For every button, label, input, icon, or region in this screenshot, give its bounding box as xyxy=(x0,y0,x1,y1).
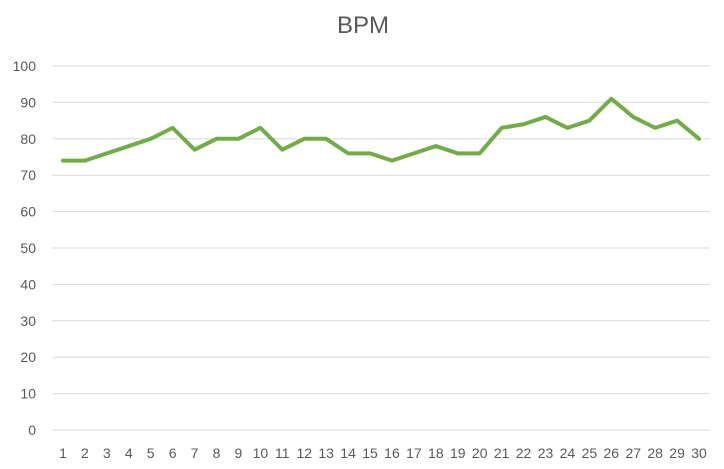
x-axis-tick-labels: 1 2 3 4 5 6 7 8 9 10 11 12 13 14 15 16 17 18 19 20 21 22 23 24 2… xyxy=(59,445,707,461)
x-tick-label: 23 xyxy=(538,445,554,461)
y-tick-label: 100 xyxy=(13,58,37,74)
series-line-1 xyxy=(60,96,702,163)
x-tick-label: 21 xyxy=(494,445,510,461)
x-tick-label: 2 xyxy=(81,445,89,461)
x-tick-label: 29 xyxy=(669,445,685,461)
y-tick-label: 20 xyxy=(20,349,36,365)
x-tick-label: 27 xyxy=(625,445,641,461)
x-tick-label: 9 xyxy=(235,445,243,461)
x-tick-label: 14 xyxy=(340,445,356,461)
x-tick-label: 8 xyxy=(213,445,221,461)
y-tick-label: 30 xyxy=(20,313,36,329)
x-tick-label: 17 xyxy=(406,445,422,461)
x-tick-label: 12 xyxy=(296,445,312,461)
x-tick-label: 4 xyxy=(125,445,133,461)
y-tick-label: 50 xyxy=(20,240,36,256)
x-tick-label: 3 xyxy=(103,445,111,461)
y-tick-label: 60 xyxy=(20,204,36,220)
x-tick-label: 25 xyxy=(582,445,598,461)
x-tick-label: 16 xyxy=(384,445,400,461)
x-tick-label: 13 xyxy=(318,445,334,461)
x-tick-label: 5 xyxy=(147,445,155,461)
gridlines xyxy=(52,65,710,431)
x-tick-label: 28 xyxy=(647,445,663,461)
x-tick-label: 18 xyxy=(428,445,444,461)
x-tick-label: 26 xyxy=(604,445,620,461)
y-tick-label: 10 xyxy=(20,386,36,402)
x-tick-label: 11 xyxy=(275,445,290,461)
y-tick-label: 0 xyxy=(28,422,36,438)
x-tick-label: 1 xyxy=(59,445,67,461)
y-tick-label: 80 xyxy=(20,131,36,147)
x-tick-label: 7 xyxy=(191,445,199,461)
x-tick-label: 22 xyxy=(516,445,532,461)
y-tick-label: 70 xyxy=(20,167,36,183)
y-tick-label: 90 xyxy=(20,94,36,110)
x-tick-label: 24 xyxy=(560,445,576,461)
x-tick-label: 20 xyxy=(472,445,488,461)
x-tick-label: 15 xyxy=(362,445,378,461)
x-tick-label: 6 xyxy=(169,445,177,461)
series-group xyxy=(60,96,702,163)
y-tick-label: 40 xyxy=(20,276,36,292)
y-axis-tick-labels: 0 10 20 30 40 50 60 70 80 90 100 xyxy=(13,58,37,438)
x-tick-label: 19 xyxy=(450,445,466,461)
chart-title: BPM xyxy=(337,12,389,39)
x-tick-label: 10 xyxy=(253,445,269,461)
x-tick-label: 30 xyxy=(691,445,707,461)
